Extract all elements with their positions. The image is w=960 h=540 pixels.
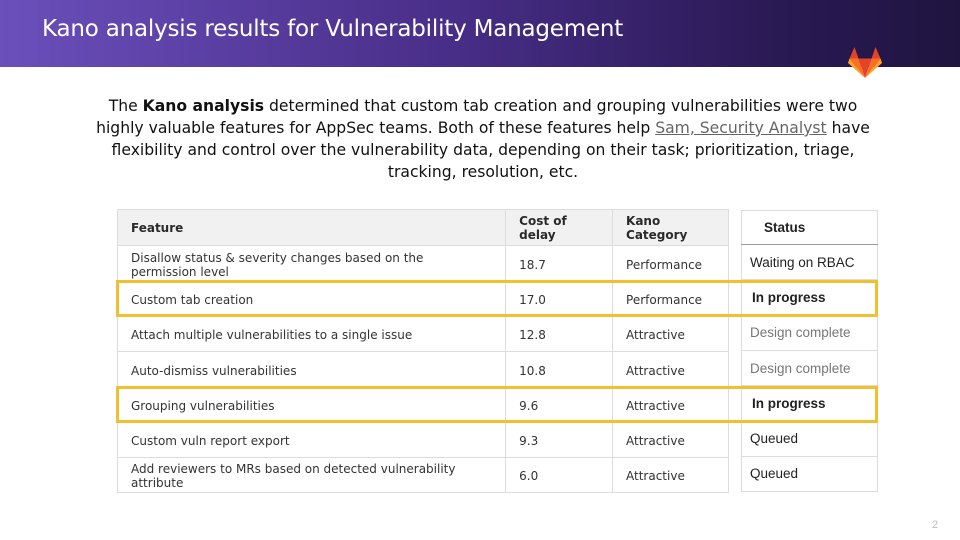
kano-analysis-emphasis: Kano analysis (142, 97, 265, 115)
features-table-header-row: Feature Cost of delay Kano Category (116, 209, 729, 246)
kano-cell: Attractive (612, 350, 729, 388)
header-feature: Feature (116, 209, 507, 246)
slide-header: Kano analysis results for Vulnerability … (0, 0, 960, 67)
kano-cell: Attractive (612, 456, 729, 494)
status-table-header-row: Status (741, 210, 878, 245)
header-status: Status (741, 210, 878, 245)
status-cell: Design complete (741, 314, 878, 351)
intro-paragraph: The Kano analysis determined that custom… (96, 97, 870, 181)
feature-cell: Grouping vulnerabilities (116, 386, 507, 423)
cost-cell: 9.3 (505, 421, 614, 458)
feature-cell: Attach multiple vulnerabilities to a sin… (116, 315, 507, 352)
slide-title: Kano analysis results for Vulnerability … (42, 16, 624, 42)
status-table: Status Waiting on RBAC In progress Desig… (741, 210, 878, 493)
table-row: Queued (741, 455, 878, 493)
status-cell: Queued (741, 455, 878, 493)
feature-cell: Custom tab creation (116, 280, 507, 317)
table-row: Waiting on RBAC (741, 243, 878, 281)
kano-cell: Performance (612, 280, 729, 317)
persona-link[interactable]: Sam, Security Analyst (655, 119, 827, 137)
cost-cell: 18.7 (505, 244, 614, 282)
table-row: Grouping vulnerabilities 9.6 Attractive (116, 386, 729, 423)
status-cell: In progress (741, 279, 878, 316)
feature-cell: Add reviewers to MRs based on detected v… (116, 456, 507, 494)
kano-cell: Attractive (612, 315, 729, 352)
table-row: Custom tab creation 17.0 Performance (116, 280, 729, 317)
table-row: In progress (741, 385, 878, 422)
table-row: Design complete (741, 349, 878, 387)
table-row: In progress (741, 279, 878, 316)
table-row: Add reviewers to MRs based on detected v… (116, 456, 729, 494)
table-row: Auto-dismiss vulnerabilities 10.8 Attrac… (116, 350, 729, 388)
feature-cell: Auto-dismiss vulnerabilities (116, 350, 507, 388)
table-row: Custom vuln report export 9.3 Attractive (116, 421, 729, 458)
features-table: Feature Cost of delay Kano Category Disa… (116, 209, 729, 494)
kano-cell: Attractive (612, 421, 729, 458)
cost-cell: 6.0 (505, 456, 614, 494)
status-cell: Queued (741, 420, 878, 457)
header-kano-category: Kano Category (612, 209, 729, 246)
table-row: Queued (741, 420, 878, 457)
kano-cell: Performance (612, 244, 729, 282)
feature-cell: Custom vuln report export (116, 421, 507, 458)
status-cell: Waiting on RBAC (741, 243, 878, 281)
cost-cell: 9.6 (505, 386, 614, 423)
cost-cell: 10.8 (505, 350, 614, 388)
cost-cell: 12.8 (505, 315, 614, 352)
status-cell: In progress (741, 385, 878, 422)
table-row: Attach multiple vulnerabilities to a sin… (116, 315, 729, 352)
kano-cell: Attractive (612, 386, 729, 423)
feature-cell: Disallow status & severity changes based… (116, 244, 507, 282)
table-row: Disallow status & severity changes based… (116, 244, 729, 282)
header-cost-of-delay: Cost of delay (505, 209, 614, 246)
status-cell: Design complete (741, 349, 878, 387)
cost-cell: 17.0 (505, 280, 614, 317)
gitlab-logo-icon (848, 47, 882, 78)
table-row: Design complete (741, 314, 878, 351)
page-number: 2 (932, 519, 939, 531)
